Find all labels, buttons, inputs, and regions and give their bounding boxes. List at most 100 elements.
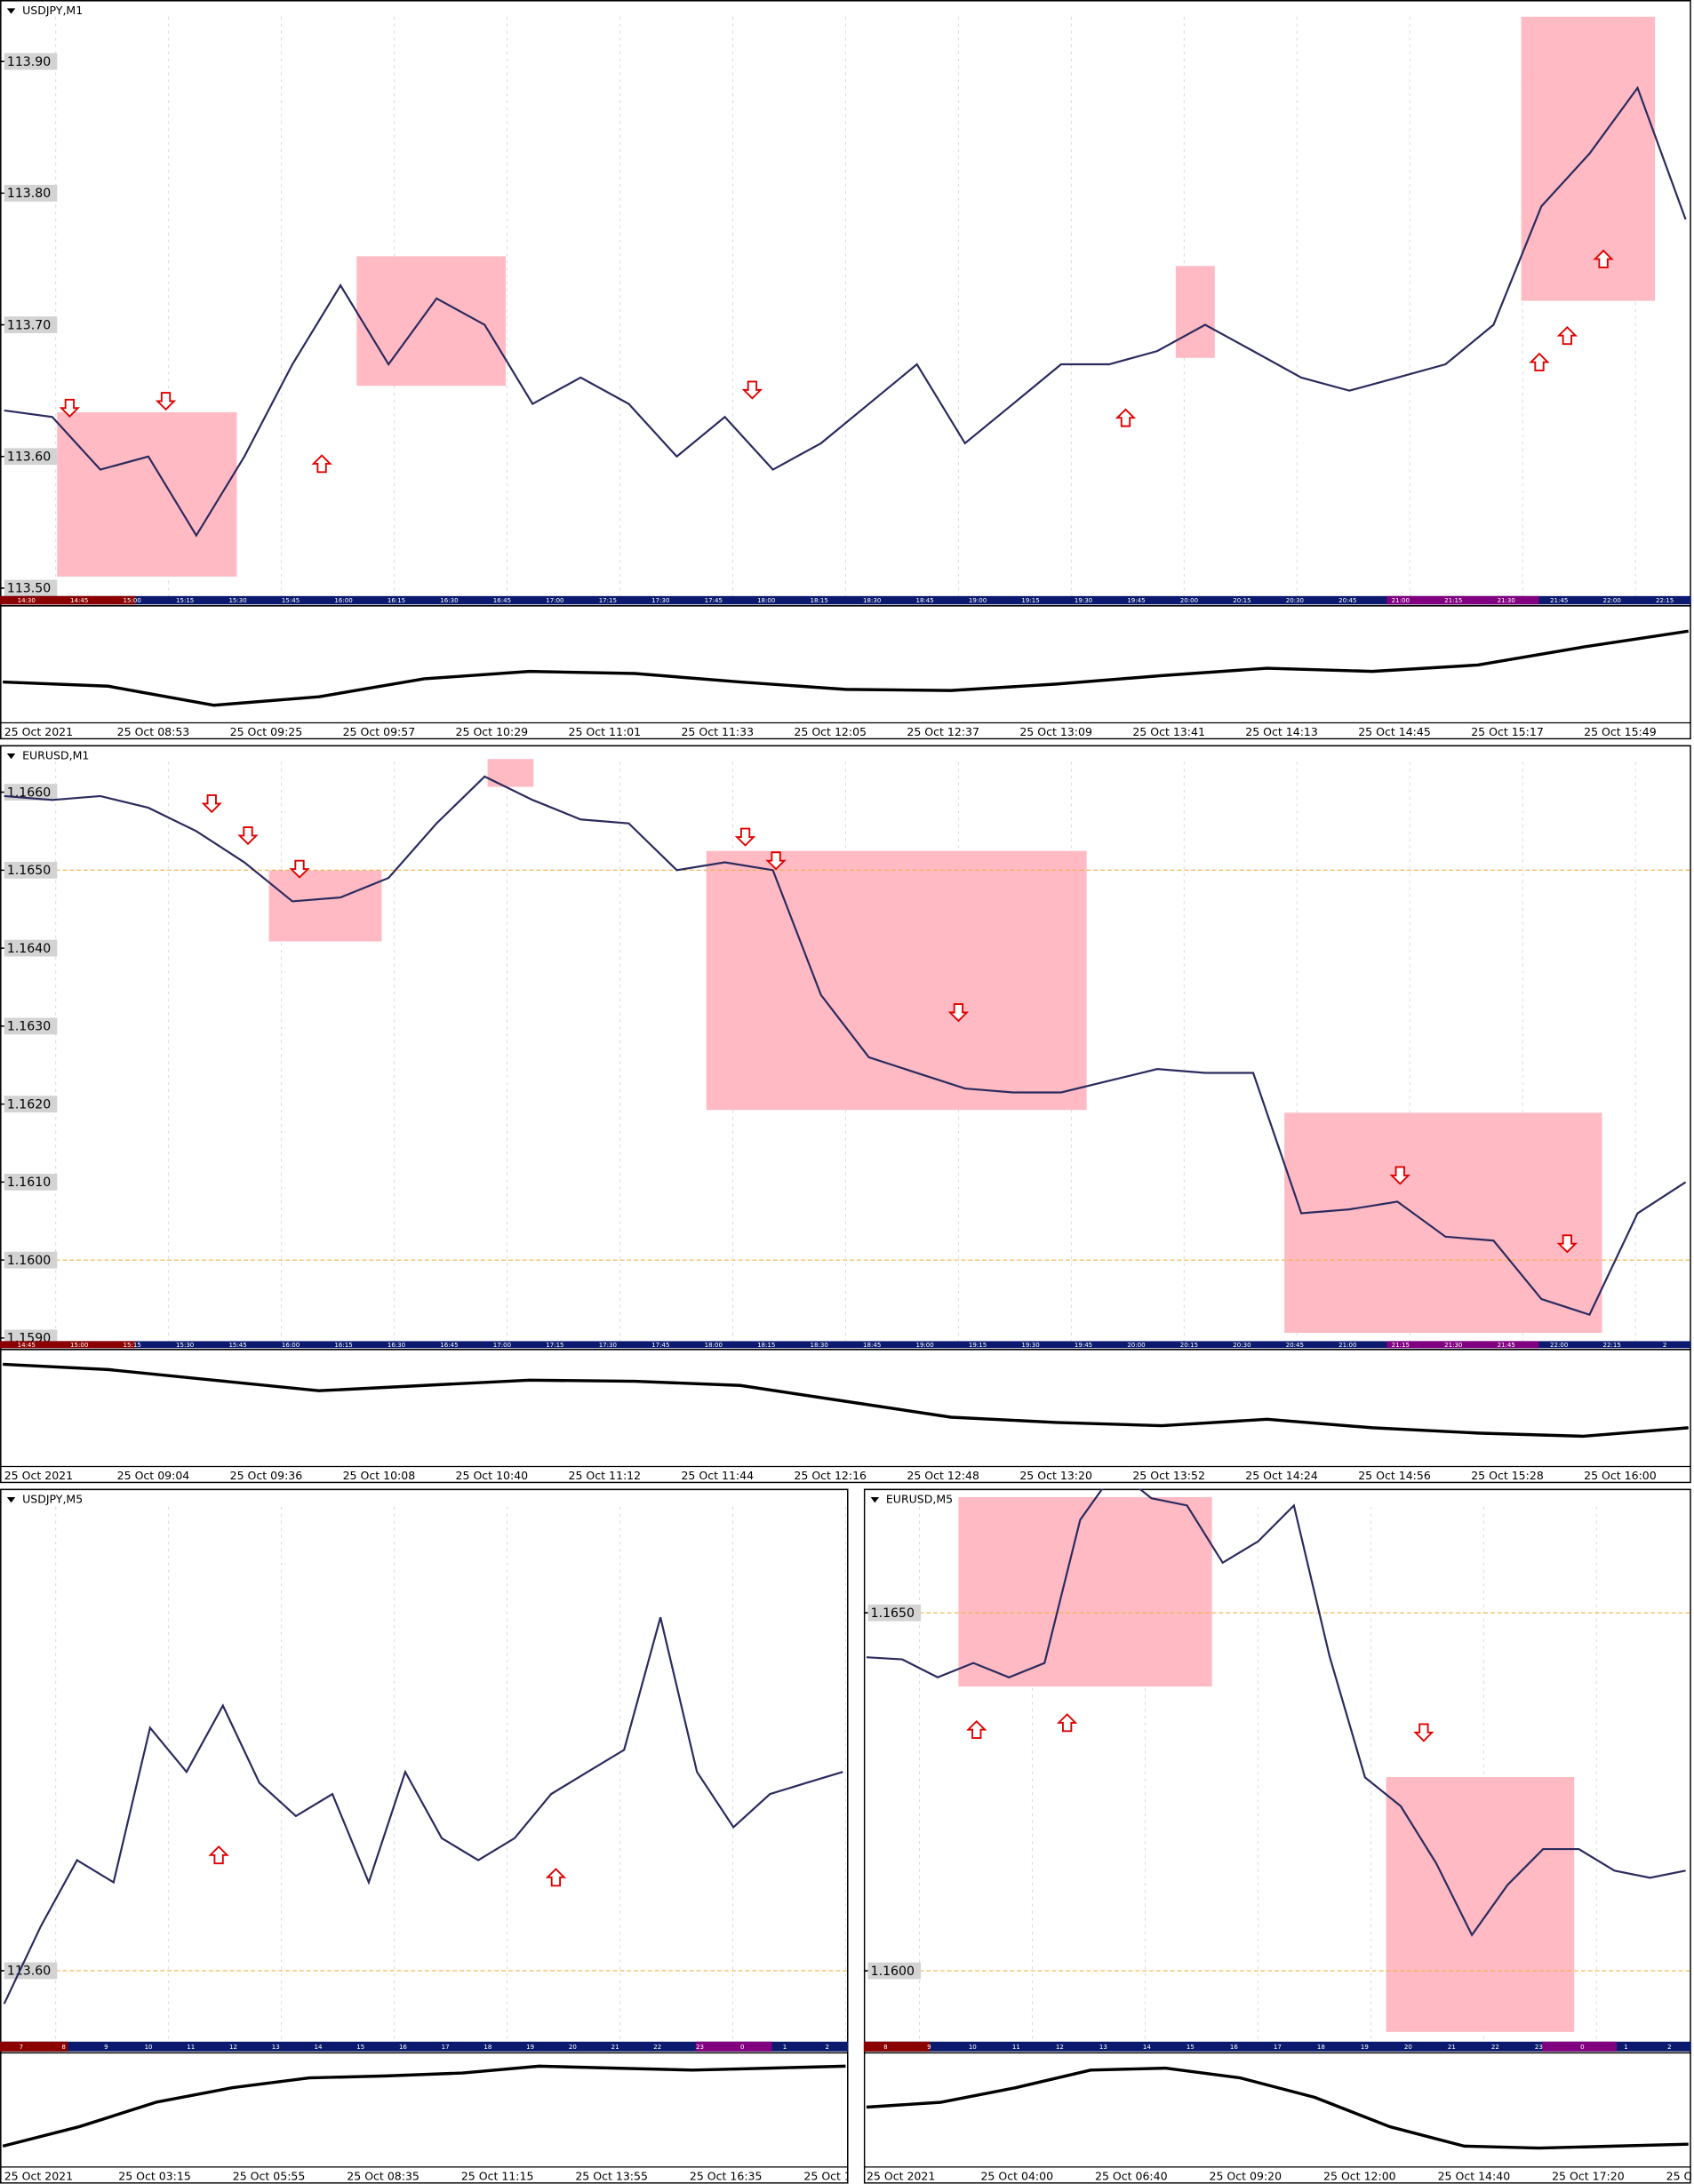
session-label: 22:00 <box>1602 596 1621 604</box>
session-label: 21:00 <box>1338 1341 1357 1349</box>
session-label: 22 <box>1491 2043 1499 2051</box>
arrow-down <box>947 1003 970 1023</box>
x-tick-label: 25 Oct 10:29 <box>456 725 529 738</box>
y-tick-label-bg <box>4 579 58 597</box>
session-label: 21:15 <box>1392 1341 1410 1349</box>
session-label: 22:00 <box>1550 1341 1569 1349</box>
session-label: 19:15 <box>969 1341 987 1349</box>
pane-border <box>0 1488 849 2184</box>
y-tick-label-bg <box>4 861 58 879</box>
session-label: 11 <box>187 2043 195 2051</box>
y-tick-label: 1.1620 <box>7 1097 51 1112</box>
session-strip <box>0 1341 1691 1349</box>
session-label: 13 <box>272 2043 280 2051</box>
y-tick-label: 113.50 <box>7 582 51 596</box>
y-tick-label-bg <box>4 448 58 466</box>
session-label: 17:00 <box>493 1341 512 1349</box>
session-label: 16:30 <box>440 596 459 604</box>
x-tick-label: 25 Oct 11:01 <box>569 725 642 738</box>
highlight-box <box>1284 1112 1602 1334</box>
arrow-up <box>1056 1713 1078 1733</box>
oscillator-line <box>866 2066 1689 2150</box>
x-tick-label: 25 Oct 14:56 <box>1358 1469 1431 1482</box>
session-label: 20 <box>1404 2043 1412 2051</box>
session-strip-part <box>0 595 136 605</box>
chart-pane: 1.16601.16501.16401.16301.16201.16101.16… <box>0 745 1691 1484</box>
session-label: 14 <box>1143 2043 1151 2051</box>
x-tick-label: 25 Oct 03:15 <box>118 2169 191 2182</box>
y-tick-label-bg <box>867 1962 922 1980</box>
x-tick-label: 25 Oct 13:09 <box>1019 725 1092 738</box>
y-tick-label: 1.1640 <box>7 942 51 956</box>
arrow-down <box>59 398 81 418</box>
highlight-box <box>706 850 1087 1111</box>
session-label: 14 <box>314 2043 322 2051</box>
x-tick-label: 25 Oct 11:33 <box>681 725 754 738</box>
session-label: 21:45 <box>1550 596 1568 604</box>
session-label: 18 <box>483 2043 491 2051</box>
highlight-box <box>958 1496 1212 1687</box>
x-tick-label: 25 Oct 19 <box>803 2169 858 2182</box>
oscillator-line <box>3 629 1689 707</box>
arrow-down <box>734 827 756 847</box>
x-tick-label: 25 Oct 2021 <box>4 1469 73 1482</box>
session-label: 23 <box>696 2043 704 2051</box>
pane-border <box>0 0 1691 740</box>
arrow-down <box>155 392 177 411</box>
y-tick-label: 1.1630 <box>7 1020 51 1034</box>
title-marker <box>6 8 16 14</box>
arrow-down <box>1413 1723 1434 1742</box>
y-tick-label-bg <box>4 1173 58 1191</box>
highlight-box <box>1175 266 1215 358</box>
arrow-down <box>741 380 763 400</box>
session-label: 15 <box>356 2043 364 2051</box>
x-tick-label: 25 Oct 15:17 <box>1471 725 1544 738</box>
session-label: 23 <box>1535 2043 1543 2051</box>
x-tick-label: 25 Oct 2021 <box>4 725 73 738</box>
x-tick-label: 25 Oct 12:00 <box>1323 2169 1396 2182</box>
y-tick-label-bg <box>4 1251 58 1269</box>
x-tick-label: 25 Oct 13:55 <box>575 2169 648 2182</box>
session-label: 8 <box>61 2043 65 2051</box>
x-tick-label: 25 Oct 14:24 <box>1245 1469 1318 1482</box>
session-label: 20:45 <box>1286 1341 1304 1349</box>
x-tick-label: 25 Oct 13:41 <box>1132 725 1205 738</box>
chart-title: EURUSD,M5 <box>886 1493 953 1506</box>
session-label: 2 <box>1663 1341 1666 1349</box>
session-label: 8 <box>883 2043 887 2051</box>
x-tick-label: 25 Oct 05:55 <box>233 2169 306 2182</box>
session-label: 21:30 <box>1498 596 1516 604</box>
session-label: 15 <box>1187 2043 1195 2051</box>
y-tick-label: 113.60 <box>7 1965 51 1979</box>
session-label: 17:30 <box>599 1341 618 1349</box>
session-label: 16:45 <box>440 1341 458 1349</box>
session-label: 17:45 <box>705 596 723 604</box>
session-strip-part <box>1386 595 1539 605</box>
session-label: 12 <box>1056 2043 1064 2051</box>
session-label: 19 <box>526 2043 534 2051</box>
highlight-box <box>1521 16 1656 301</box>
session-label: 15:00 <box>124 596 142 604</box>
y-tick-label: 1.1650 <box>871 1606 915 1621</box>
session-label: 19 <box>1361 2043 1369 2051</box>
title-marker <box>6 753 16 760</box>
session-label: 20:45 <box>1338 596 1356 604</box>
session-label: 2 <box>825 2043 828 2051</box>
session-label: 20:00 <box>1180 596 1199 604</box>
x-tick-label: 25 Oct 16:00 <box>1584 1469 1657 1482</box>
arrow-down <box>1389 1166 1410 1185</box>
session-label: 21:30 <box>1444 1341 1463 1349</box>
session-label: 18:00 <box>757 596 776 604</box>
title-marker <box>870 1496 880 1503</box>
session-label: 16:15 <box>334 1341 352 1349</box>
y-tick-label-bg <box>4 1096 58 1113</box>
session-label: 19:00 <box>915 1341 934 1349</box>
chart-title: USDJPY,M5 <box>22 1493 83 1506</box>
x-tick-label: 25 Oct 11:44 <box>681 1469 754 1482</box>
x-tick-label: 25 Oct 10:08 <box>343 1469 416 1482</box>
session-label: 16:45 <box>493 596 511 604</box>
session-label: 20:00 <box>1127 1341 1146 1349</box>
session-label: 16 <box>399 2043 407 2051</box>
highlight-box <box>268 870 382 942</box>
arrow-up <box>311 454 332 474</box>
